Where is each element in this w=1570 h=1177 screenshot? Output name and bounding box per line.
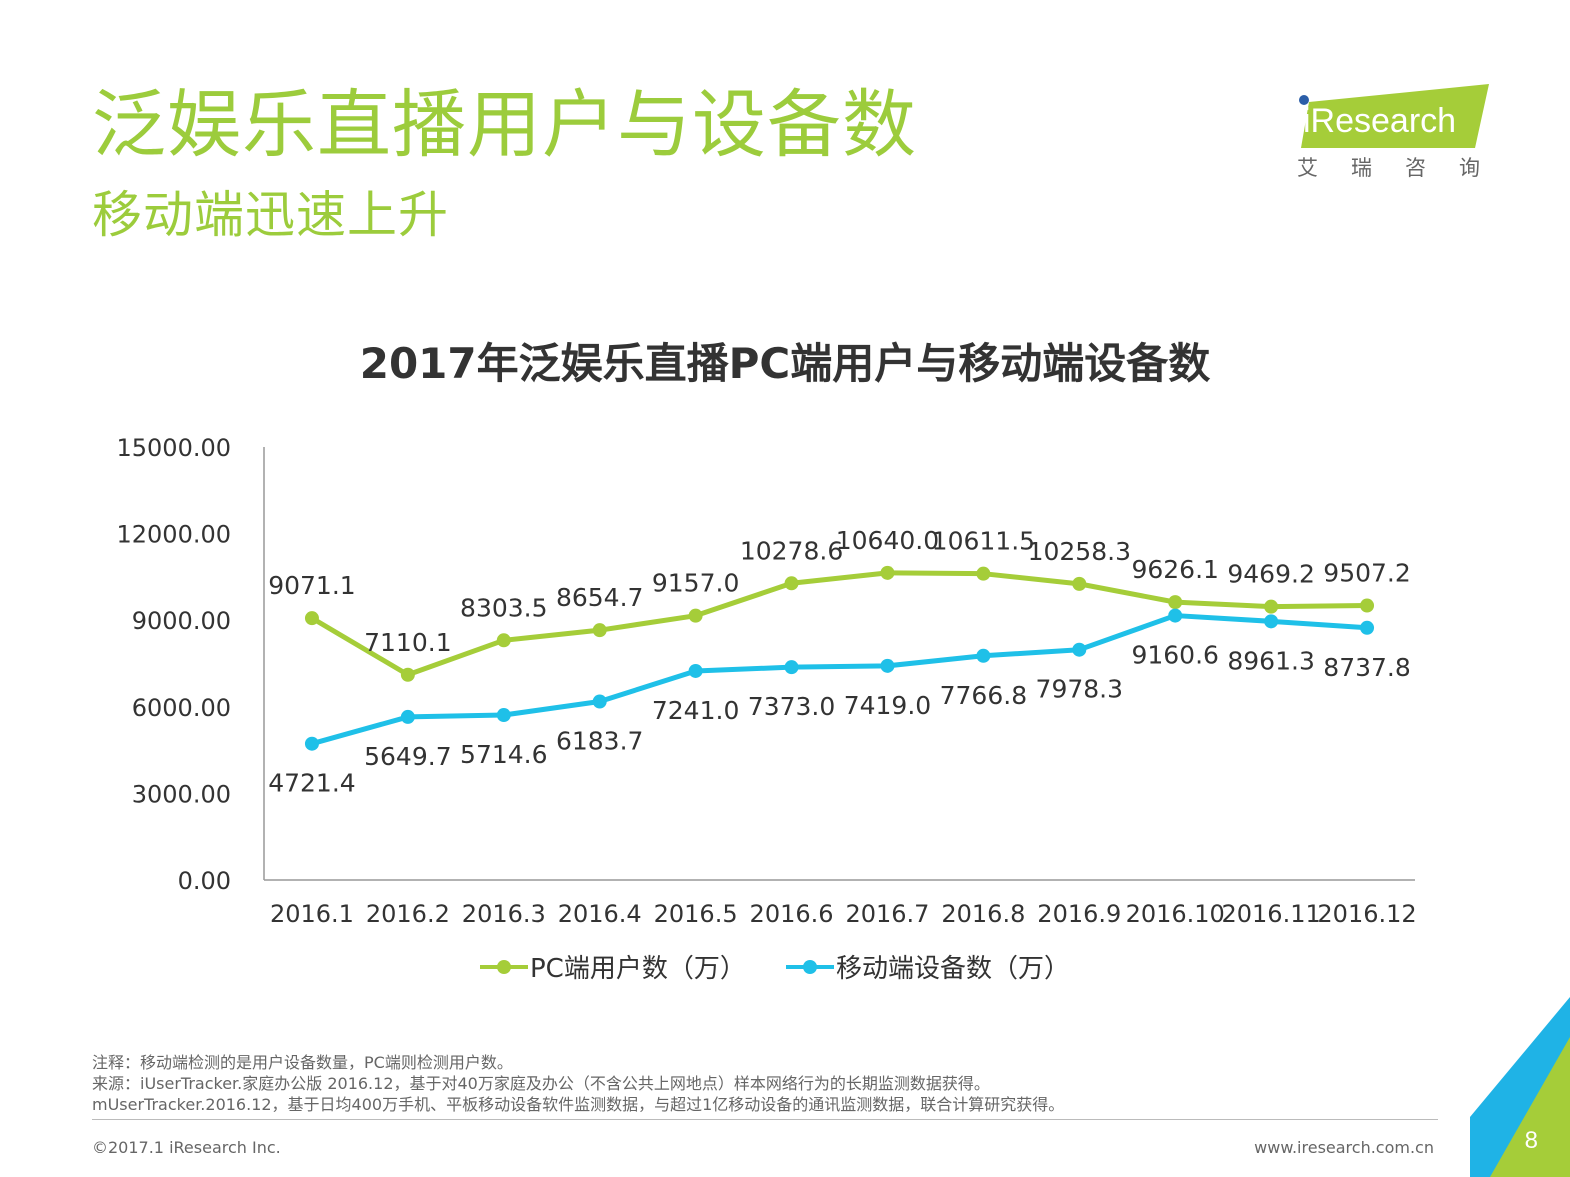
data-label: 5714.6 <box>460 740 547 769</box>
x-tick-label: 2016.4 <box>558 900 642 928</box>
data-label: 8654.7 <box>556 583 643 612</box>
legend-label-mobile: 移动端设备数（万） <box>836 954 1071 984</box>
legend-swatch-mobile <box>786 957 834 977</box>
data-label: 10611.5 <box>932 527 1035 556</box>
data-label: 9626.1 <box>1131 555 1218 584</box>
series-line-mobile <box>311 613 1368 747</box>
data-label: 10258.3 <box>1028 537 1131 566</box>
data-point <box>880 565 895 580</box>
data-point <box>496 708 511 723</box>
data-point <box>784 576 799 591</box>
data-point <box>1072 576 1087 591</box>
y-tick-label: 12000.00 <box>116 521 231 549</box>
data-label: 7978.3 <box>1036 675 1123 704</box>
data-point <box>1168 595 1183 610</box>
x-tick-label: 2016.9 <box>1037 900 1121 928</box>
source-notes: 注释：移动端检测的是用户设备数量，PC端则检测用户数。 来源：iUserTrac… <box>92 1052 1064 1115</box>
legend-item-mobile: 移动端设备数（万） <box>786 948 1070 985</box>
x-tick-label: 2016.3 <box>462 900 546 928</box>
data-point <box>400 709 415 724</box>
data-point <box>1360 620 1375 635</box>
note-line: 来源：iUserTracker.家庭办公版 2016.12，基于对40万家庭及办… <box>92 1074 990 1093</box>
x-tick-label: 2016.12 <box>1317 900 1416 928</box>
data-point <box>1264 599 1279 614</box>
data-label: 7419.0 <box>844 691 931 720</box>
y-tick-label: 3000.00 <box>132 780 231 808</box>
data-point <box>976 566 991 581</box>
data-label: 9071.1 <box>268 571 355 600</box>
y-tick-label: 6000.00 <box>132 694 231 722</box>
data-label: 6183.7 <box>556 726 643 755</box>
data-label: 8303.5 <box>460 593 547 622</box>
y-tick-label: 15000.00 <box>116 434 231 462</box>
note-line: 注释：移动端检测的是用户设备数量，PC端则检测用户数。 <box>92 1053 513 1072</box>
x-tick-label: 2016.1 <box>270 900 354 928</box>
data-label: 10278.6 <box>740 536 843 565</box>
data-label: 10640.0 <box>836 526 939 555</box>
website-link[interactable]: www.iresearch.com.cn <box>1254 1138 1434 1157</box>
data-point <box>592 694 607 709</box>
x-tick-label: 2016.10 <box>1126 900 1225 928</box>
copyright: ©2017.1 iResearch Inc. <box>92 1138 281 1157</box>
x-tick-label: 2016.5 <box>654 900 738 928</box>
data-label: 7766.8 <box>940 681 1027 710</box>
data-point <box>1360 598 1375 613</box>
data-point <box>784 660 799 675</box>
data-point <box>688 663 703 678</box>
line-chart: 0.00 3000.00 6000.00 9000.00 12000.00 15000.0… <box>116 434 1416 928</box>
x-tick-label: 2016.2 <box>366 900 450 928</box>
data-point <box>1072 642 1087 657</box>
x-tick-label: 2016.7 <box>845 900 929 928</box>
series-line-pc <box>310 570 1368 678</box>
chart-title: 2017年泛娱乐直播PC端用户与移动端设备数 <box>359 339 1211 388</box>
data-label: 8737.8 <box>1323 653 1410 682</box>
legend-label-pc: PC端用户数（万） <box>530 954 746 984</box>
data-label: 5649.7 <box>364 742 451 771</box>
data-point <box>304 611 319 626</box>
page-number: 8 <box>1524 1127 1538 1154</box>
logo-text: iResearch <box>1303 102 1456 140</box>
iresearch-logo: iResearch <box>1299 84 1489 148</box>
data-label: 7373.0 <box>748 692 835 721</box>
legend-swatch-pc <box>480 957 528 977</box>
data-label: 9157.0 <box>652 569 739 598</box>
chart-legend: PC端用户数（万） 移动端设备数（万） <box>0 948 1570 988</box>
y-tick-label: 9000.00 <box>132 607 231 635</box>
data-point <box>400 667 415 682</box>
data-label: 4721.4 <box>268 769 355 798</box>
data-label: 9160.6 <box>1131 641 1218 670</box>
data-point <box>688 608 703 623</box>
data-point <box>496 633 511 648</box>
footer-divider <box>92 1119 1438 1120</box>
data-point <box>880 658 895 673</box>
note-line: mUserTracker.2016.12，基于日均400万手机、平板移动设备软件… <box>92 1095 1065 1114</box>
data-point <box>1168 608 1183 623</box>
data-point <box>1264 614 1279 629</box>
page-subtitle: 移动端迅速上升 <box>92 186 449 244</box>
y-tick-label: 0.00 <box>178 867 231 895</box>
corner-decoration <box>1470 997 1570 1177</box>
logo-subtext: 艾瑞咨询 <box>1297 156 1513 180</box>
page-title: 泛娱乐直播用户与设备数 <box>92 82 917 168</box>
data-label: 9507.2 <box>1323 559 1410 588</box>
x-tick-label: 2016.6 <box>750 900 834 928</box>
data-label: 8961.3 <box>1227 646 1314 675</box>
x-tick-label: 2016.8 <box>941 900 1025 928</box>
legend-item-pc: PC端用户数（万） <box>480 948 746 985</box>
data-label: 9469.2 <box>1227 560 1314 589</box>
data-point <box>304 736 319 751</box>
data-label: 7241.0 <box>652 696 739 725</box>
x-tick-label: 2016.11 <box>1222 900 1321 928</box>
data-label: 7110.1 <box>364 628 451 657</box>
data-point <box>592 623 607 638</box>
data-point <box>976 648 991 663</box>
